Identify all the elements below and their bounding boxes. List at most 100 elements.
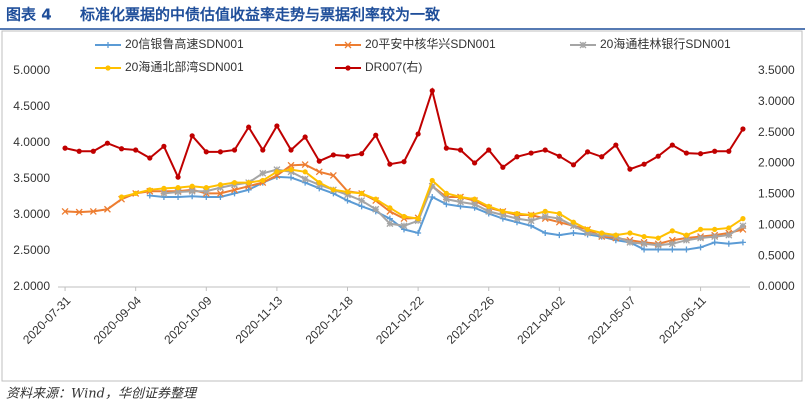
point [387, 161, 393, 167]
point [89, 207, 97, 215]
x-tick-label: 2021-05-07 [585, 293, 639, 347]
legend-label: 20平安中核华兴SDN001 [365, 36, 496, 51]
point [189, 183, 195, 189]
point [302, 134, 308, 140]
point [513, 215, 521, 223]
point [160, 189, 168, 197]
point [556, 232, 563, 239]
point [579, 41, 587, 49]
point [345, 65, 351, 71]
point [105, 65, 111, 71]
point [500, 164, 506, 170]
point [344, 41, 352, 49]
point [641, 161, 647, 167]
point [570, 230, 577, 236]
point [682, 236, 690, 244]
point [542, 230, 549, 236]
point [216, 189, 224, 197]
point [599, 230, 605, 236]
x-tick-label: 2020-07-31 [20, 293, 74, 347]
source-note: 资料来源：Wind，华创证券整理 [6, 387, 198, 402]
point [471, 200, 479, 208]
point [711, 239, 718, 246]
point [216, 184, 224, 192]
point [189, 133, 195, 139]
point [514, 154, 520, 160]
point [570, 219, 577, 225]
point [740, 216, 746, 222]
point [514, 210, 520, 217]
point [105, 42, 111, 48]
point [133, 190, 139, 196]
x-tick-label: 2020-10-09 [161, 293, 215, 347]
legend-label: 20信银鲁高速SDN001 [125, 36, 244, 51]
y2-tick-label: 3.0000 [758, 94, 795, 108]
point [231, 147, 238, 153]
point [415, 131, 421, 137]
point [584, 229, 592, 237]
legend-label: DR007(右) [365, 59, 422, 74]
point [401, 159, 407, 165]
y-tick-label: 2.5000 [13, 243, 50, 257]
point [344, 191, 351, 199]
y-tick-label: 4.5000 [13, 99, 50, 113]
point [712, 226, 718, 232]
point [231, 190, 238, 197]
point [175, 185, 181, 191]
point [428, 182, 436, 190]
legend-label: 20海通北部湾SDN001 [125, 59, 244, 74]
y2-tick-label: 1.0000 [758, 217, 795, 231]
point [188, 187, 196, 195]
point [373, 132, 379, 138]
point [260, 147, 266, 153]
point [217, 149, 224, 155]
point [499, 211, 507, 219]
point [556, 153, 562, 159]
point [415, 230, 422, 236]
point [146, 192, 153, 199]
point [372, 205, 380, 213]
y-tick-label: 3.5000 [13, 171, 50, 185]
point [288, 174, 295, 181]
y-tick-label: 3.0000 [13, 207, 50, 221]
point [457, 147, 464, 153]
point [442, 195, 450, 203]
x-tick-label: 2021-04-02 [514, 293, 568, 347]
point [712, 148, 718, 154]
point [443, 201, 450, 208]
point [175, 174, 181, 180]
point [287, 161, 295, 169]
x-tick-label: 2020-12-18 [303, 293, 357, 347]
point [302, 169, 308, 175]
x-tick-label: 2021-02-26 [444, 293, 498, 347]
point [613, 232, 619, 238]
point [246, 124, 252, 130]
point [711, 233, 719, 241]
point [329, 171, 337, 179]
point [344, 189, 351, 195]
chart-title: 标准化票据的中债估值收益率走势与票据利率较为一致 [79, 6, 441, 24]
point [697, 244, 704, 251]
point [315, 168, 323, 176]
point [61, 207, 69, 215]
point [301, 161, 309, 169]
point [175, 194, 182, 200]
point [655, 153, 661, 159]
point [486, 147, 492, 153]
point [556, 210, 562, 217]
point [274, 169, 280, 175]
point [344, 197, 351, 204]
legend-label: 20海通桂林银行SDN001 [600, 36, 731, 51]
point [203, 185, 209, 191]
point [443, 190, 449, 196]
point [726, 148, 732, 154]
point [669, 142, 675, 148]
point [344, 153, 351, 159]
point [288, 147, 294, 153]
point [640, 240, 648, 248]
point [683, 150, 690, 156]
point [683, 246, 690, 253]
point [641, 246, 648, 253]
point [627, 230, 633, 236]
y2-tick-label: 3.5000 [758, 63, 795, 77]
